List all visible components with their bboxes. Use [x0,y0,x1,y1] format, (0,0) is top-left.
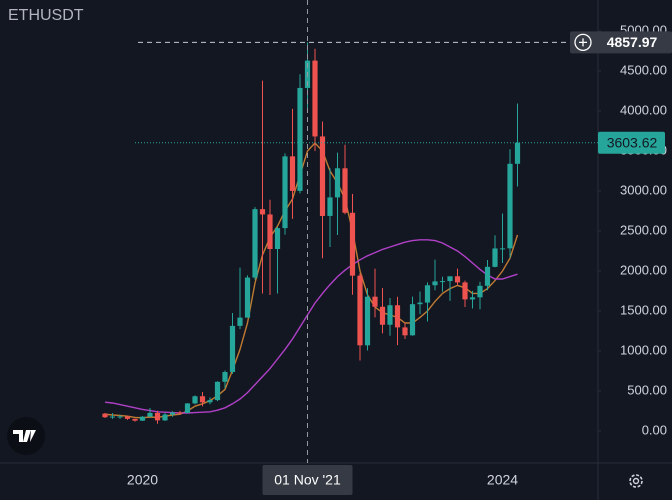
candle-body [432,281,438,286]
crosshair-price-label: 4857.97 [607,34,658,50]
y-tick-label: 3000.00 [620,182,667,197]
add-alert-plus [579,38,587,47]
candle-body [312,60,318,137]
candle-body [372,296,378,307]
settings-icon[interactable] [629,474,643,488]
candle-body [424,285,431,303]
candle-body [334,168,341,198]
candle-body [154,412,161,421]
candle-body [319,136,326,216]
candle-body [289,156,296,191]
candle-body [177,412,183,414]
candle-body [222,372,228,382]
y-tick-label: 4000.00 [620,102,667,117]
candle-body [147,412,153,417]
candle-body [124,416,131,419]
x-tick-label: 2024 [487,472,518,488]
candle-body [364,296,371,346]
moving-average-line [104,141,519,419]
crosshair-time-label: 01 Nov '21 [274,472,341,488]
x-tick-label: 2020 [127,472,158,488]
add-alert-icon[interactable] [574,33,592,52]
candle-body [327,197,333,216]
tradingview-logo [7,417,45,455]
candle-body [492,248,498,267]
candle-body [462,282,468,300]
candle-body [342,168,348,213]
candle-body [454,276,461,283]
candle-body [259,209,266,215]
last-price-box [598,131,665,154]
y-tick-label: 500.00 [627,382,667,397]
candle-body [162,414,168,421]
candle-body [132,418,138,421]
crosshair-price-box [570,31,672,54]
candle-body [274,228,281,249]
candle-body [477,285,483,298]
crosshair-time-box [262,465,353,495]
y-tick-label: 4500.00 [620,62,667,77]
candle-body [447,276,453,282]
y-tick-label: 1000.00 [620,342,667,357]
y-tick-label: 1500.00 [620,302,667,317]
candle-body [109,416,116,418]
candle-body [514,142,521,164]
candle-body [499,248,506,250]
candle-body [409,304,416,336]
candle-body [357,275,363,346]
candle-body [394,305,401,328]
candle-body [214,381,221,401]
candle-body [169,412,176,415]
candle-body [349,212,356,276]
plot [102,42,521,424]
candle-body [439,281,446,283]
y-tick-label: 0.00 [642,422,667,437]
candle-body [102,413,108,418]
candle-body [267,214,273,249]
candle-body [207,400,213,403]
candle-body [139,416,146,421]
candle-body [469,297,476,300]
candle-body [484,266,491,286]
candle-body [117,416,123,418]
candle-body [229,325,236,373]
candle-body [282,156,288,229]
candle-body [192,396,198,404]
candle-body [379,306,386,325]
candle-body [297,87,303,191]
candle-body [237,317,243,326]
last-price-label: 3603.62 [607,134,658,150]
y-tick-label: 2000.00 [620,262,667,277]
candle-body [252,209,258,278]
y-tick-label: 2500.00 [620,222,667,237]
candle-body [387,305,393,325]
candle-body [417,302,423,305]
candle-body [507,163,513,249]
chart-title: ETHUSDT [8,7,84,24]
candle-body [244,277,251,318]
candle-body [199,396,206,403]
candle-body [184,403,191,413]
candle-body [402,327,408,336]
